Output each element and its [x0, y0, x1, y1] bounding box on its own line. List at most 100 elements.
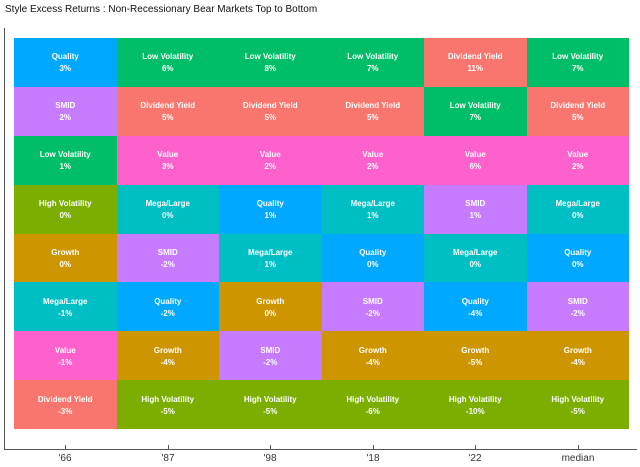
cell-style-label: SMID [465, 199, 486, 209]
cell-value-label: 2% [366, 162, 379, 172]
grid-cell: Mega/Large 1% [219, 233, 322, 283]
cell-style-label: Growth [153, 345, 182, 355]
cell-value-label: 5% [366, 113, 379, 123]
cell-value-label: -1% [58, 357, 73, 367]
grid-cell: Mega/Large 0% [526, 184, 629, 234]
cell-value-label: -6% [365, 406, 380, 416]
cell-value-label: 2% [571, 162, 584, 172]
cell-style-label: SMID [157, 247, 178, 257]
grid-cell: Low Volatility 7% [321, 38, 424, 87]
grid-cell: SMID -2% [116, 233, 219, 283]
grid-cell: High Volatility -5% [526, 380, 629, 429]
x-axis-label: median [561, 453, 595, 464]
cell-value-label: 1% [59, 162, 72, 172]
cell-value-label: -10% [465, 406, 485, 416]
cell-style-label: Dividend Yield [550, 101, 606, 111]
cell-style-label: Quality [359, 247, 387, 257]
cell-value-label: 6% [161, 64, 174, 74]
grid-cell: Growth -4% [321, 331, 424, 381]
cell-value-label: -4% [468, 308, 483, 318]
cell-style-label: SMID [362, 296, 383, 306]
cell-value-label: 6% [469, 162, 482, 172]
cell-style-label: Mega/Large [248, 247, 293, 257]
grid-cell: Low Volatility 1% [14, 135, 117, 185]
cell-style-label: Value [259, 150, 281, 160]
cell-style-label: Dividend Yield [345, 101, 401, 111]
cell-value-label: -2% [160, 308, 175, 318]
cell-value-label: -5% [468, 357, 483, 367]
grid-cell: Mega/Large 0% [424, 233, 527, 283]
cell-style-label: Dividend Yield [140, 101, 196, 111]
grid-cell: Low Volatility 7% [424, 86, 527, 136]
cell-style-label: High Volatility [141, 394, 195, 404]
cell-value-label: 5% [161, 113, 174, 123]
x-axis-label: '98 [263, 453, 277, 464]
grid-cell: Growth -4% [116, 331, 219, 381]
grid-cell: Growth 0% [14, 233, 117, 283]
grid-cell: SMID 2% [14, 86, 117, 136]
style-rank-grid: Quality 3% SMID 2% Low Volatility 1% High V… [14, 38, 629, 429]
cell-value-label: 7% [571, 64, 584, 74]
cell-style-label: Value [157, 150, 179, 160]
cell-value-label: -1% [58, 308, 73, 318]
grid-cell: Quality -2% [116, 282, 219, 332]
y-axis-line [4, 28, 5, 450]
grid-cell: Value -1% [14, 331, 117, 381]
cell-style-label: Mega/Large [350, 199, 395, 209]
cell-style-label: Quality [256, 199, 284, 209]
cell-style-label: Mega/Large [145, 199, 190, 209]
cell-value-label: 0% [59, 211, 72, 221]
grid-cell: Quality 0% [321, 233, 424, 283]
cell-value-label: 3% [161, 162, 174, 172]
cell-value-label: 1% [264, 259, 277, 269]
grid-cell: Quality 3% [14, 38, 117, 87]
grid-cell: Value 2% [219, 135, 322, 185]
x-axis-label: '18 [366, 453, 380, 464]
grid-cell: Low Volatility 7% [526, 38, 629, 87]
grid-cell: Dividend Yield 5% [526, 86, 629, 136]
cell-style-label: Growth [358, 345, 387, 355]
cell-style-label: Low Volatility [244, 52, 296, 62]
grid-cell: Value 3% [116, 135, 219, 185]
grid-cell: Growth -5% [424, 331, 527, 381]
grid-cell: High Volatility -6% [321, 380, 424, 429]
cell-style-label: Low Volatility [449, 101, 501, 111]
x-axis-label: '66 [58, 453, 72, 464]
cell-style-label: High Volatility [243, 394, 297, 404]
cell-style-label: SMID [567, 296, 588, 306]
cell-style-label: SMID [260, 345, 281, 355]
grid-cell: Dividend Yield 5% [219, 86, 322, 136]
grid-cell: SMID -2% [526, 282, 629, 332]
grid-cell: Low Volatility 8% [219, 38, 322, 87]
cell-value-label: -2% [263, 357, 278, 367]
x-axis-tick [373, 445, 374, 449]
grid-cell: Dividend Yield 11% [424, 38, 527, 87]
cell-style-label: Value [464, 150, 486, 160]
grid-cell: Mega/Large -1% [14, 282, 117, 332]
cell-value-label: -4% [160, 357, 175, 367]
cell-style-label: High Volatility [448, 394, 502, 404]
cell-style-label: Quality [51, 52, 79, 62]
cell-style-label: Mega/Large [43, 296, 88, 306]
cell-style-label: Low Volatility [552, 52, 604, 62]
cell-value-label: 0% [264, 308, 277, 318]
x-axis-label: '87 [161, 453, 175, 464]
cell-value-label: 0% [59, 259, 72, 269]
cell-value-label: 5% [264, 113, 277, 123]
cell-value-label: 11% [467, 64, 484, 74]
cell-style-label: Growth [256, 296, 285, 306]
cell-value-label: 5% [571, 113, 584, 123]
cell-value-label: 3% [59, 64, 72, 74]
chart-title: Style Excess Returns : Non-Recessionary … [5, 4, 318, 15]
grid-cell: High Volatility -10% [424, 380, 527, 429]
cell-style-label: Growth [461, 345, 490, 355]
cell-value-label: 0% [161, 211, 174, 221]
cell-value-label: -2% [365, 308, 380, 318]
cell-value-label: 0% [366, 259, 379, 269]
cell-value-label: 1% [469, 211, 482, 221]
cell-value-label: -4% [365, 357, 380, 367]
grid-cell: Mega/Large 0% [116, 184, 219, 234]
cell-value-label: 2% [264, 162, 277, 172]
cell-value-label: -5% [160, 406, 175, 416]
cell-value-label: 0% [571, 211, 584, 221]
